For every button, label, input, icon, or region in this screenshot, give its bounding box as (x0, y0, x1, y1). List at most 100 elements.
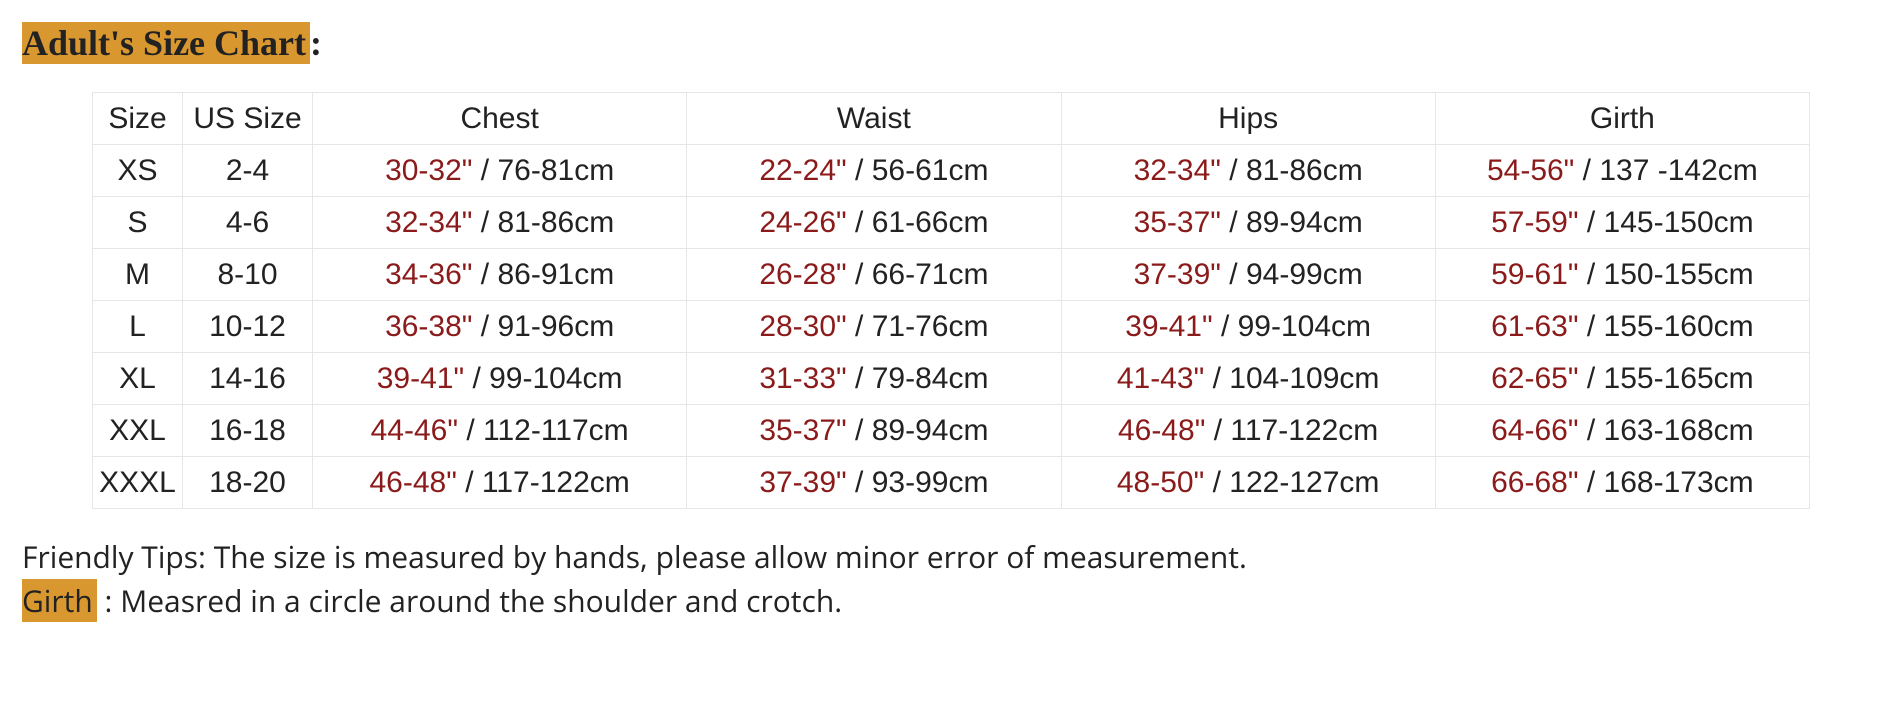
girth-definition: : Measred in a circle around the shoulde… (97, 580, 842, 621)
cell-hips-inches: 39-41" (1125, 310, 1212, 343)
cell-ussize: 10-12 (183, 301, 313, 353)
table-row: S4-632-34" / 81-86cm24-26" / 61-66cm35-3… (93, 197, 1810, 249)
cell-hips-cm: 94-99cm (1246, 258, 1363, 291)
cell-waist-inches: 26-28" (759, 258, 846, 291)
cell-girth: 64-66" / 163-168cm (1435, 405, 1809, 457)
cell-hips-cm: 122-127cm (1229, 466, 1379, 499)
cell-hips: 37-39" / 94-99cm (1061, 249, 1435, 301)
cell-size: XS (93, 145, 183, 197)
separator: / (1221, 206, 1246, 239)
cell-girth: 66-68" / 168-173cm (1435, 457, 1809, 509)
cell-girth-cm: 145-150cm (1604, 206, 1754, 239)
cell-hips: 41-43" / 104-109cm (1061, 353, 1435, 405)
cell-girth-cm: 150-155cm (1604, 258, 1754, 291)
table-row: XL14-1639-41" / 99-104cm31-33" / 79-84cm… (93, 353, 1810, 405)
cell-girth: 62-65" / 155-165cm (1435, 353, 1809, 405)
cell-ussize: 2-4 (183, 145, 313, 197)
cell-girth: 54-56" / 137 -142cm (1435, 145, 1809, 197)
cell-chest-inches: 30-32" (385, 154, 472, 187)
cell-size: S (93, 197, 183, 249)
cell-chest-cm: 86-91cm (497, 258, 614, 291)
cell-girth-inches: 54-56" (1487, 154, 1574, 187)
cell-hips-cm: 89-94cm (1246, 206, 1363, 239)
cell-chest-inches: 44-46" (371, 414, 458, 447)
cell-waist-cm: 56-61cm (872, 154, 989, 187)
cell-girth: 61-63" / 155-160cm (1435, 301, 1809, 353)
separator: / (472, 258, 497, 291)
separator: / (458, 414, 483, 447)
separator: / (457, 466, 482, 499)
size-chart-table: Size US Size Chest Waist Hips Girth XS2-… (92, 92, 1810, 509)
separator: / (472, 154, 497, 187)
title-suffix: : (310, 22, 322, 64)
cell-girth-cm: 155-165cm (1604, 362, 1754, 395)
col-waist: Waist (687, 93, 1061, 145)
cell-girth-cm: 155-160cm (1604, 310, 1754, 343)
cell-waist: 26-28" / 66-71cm (687, 249, 1061, 301)
cell-girth-cm: 163-168cm (1604, 414, 1754, 447)
separator: / (847, 258, 872, 291)
cell-chest: 30-32" / 76-81cm (313, 145, 687, 197)
separator: / (847, 310, 872, 343)
cell-chest-inches: 39-41" (377, 362, 464, 395)
cell-hips-inches: 32-34" (1134, 154, 1221, 187)
cell-hips-inches: 37-39" (1134, 258, 1221, 291)
cell-waist: 37-39" / 93-99cm (687, 457, 1061, 509)
separator: / (472, 206, 497, 239)
cell-ussize: 18-20 (183, 457, 313, 509)
table-row: L10-1236-38" / 91-96cm28-30" / 71-76cm39… (93, 301, 1810, 353)
cell-ussize: 8-10 (183, 249, 313, 301)
table-row: XXL16-1844-46" / 112-117cm35-37" / 89-94… (93, 405, 1810, 457)
cell-chest-cm: 91-96cm (497, 310, 614, 343)
cell-hips: 48-50" / 122-127cm (1061, 457, 1435, 509)
cell-girth-cm: 168-173cm (1604, 466, 1754, 499)
col-girth: Girth (1435, 93, 1809, 145)
separator: / (1205, 414, 1230, 447)
table-row: XS2-430-32" / 76-81cm22-24" / 56-61cm32-… (93, 145, 1810, 197)
cell-waist-inches: 31-33" (759, 362, 846, 395)
cell-size: XL (93, 353, 183, 405)
col-size: Size (93, 93, 183, 145)
cell-waist-cm: 89-94cm (872, 414, 989, 447)
cell-hips-inches: 35-37" (1134, 206, 1221, 239)
col-hips: Hips (1061, 93, 1435, 145)
cell-waist: 28-30" / 71-76cm (687, 301, 1061, 353)
cell-girth-inches: 66-68" (1491, 466, 1578, 499)
cell-hips: 39-41" / 99-104cm (1061, 301, 1435, 353)
table-header-row: Size US Size Chest Waist Hips Girth (93, 93, 1810, 145)
cell-chest: 36-38" / 91-96cm (313, 301, 687, 353)
cell-hips-inches: 41-43" (1117, 362, 1204, 395)
cell-girth: 57-59" / 145-150cm (1435, 197, 1809, 249)
cell-hips: 32-34" / 81-86cm (1061, 145, 1435, 197)
separator: / (847, 466, 872, 499)
separator: / (847, 414, 872, 447)
cell-chest-cm: 76-81cm (497, 154, 614, 187)
girth-highlighted: Girth (22, 579, 97, 623)
cell-girth-inches: 61-63" (1491, 310, 1578, 343)
cell-size: L (93, 301, 183, 353)
separator: / (1579, 466, 1604, 499)
separator: / (1204, 362, 1229, 395)
cell-waist-inches: 35-37" (759, 414, 846, 447)
cell-ussize: 14-16 (183, 353, 313, 405)
separator: / (472, 310, 497, 343)
separator: / (1579, 414, 1604, 447)
cell-chest-cm: 117-122cm (482, 466, 630, 499)
cell-chest: 34-36" / 86-91cm (313, 249, 687, 301)
cell-girth-inches: 64-66" (1491, 414, 1578, 447)
page-title: Adult's Size Chart: (22, 22, 1880, 64)
cell-size: XXL (93, 405, 183, 457)
cell-hips-inches: 48-50" (1117, 466, 1204, 499)
col-chest: Chest (313, 93, 687, 145)
cell-hips: 46-48" / 117-122cm (1061, 405, 1435, 457)
cell-chest-inches: 36-38" (385, 310, 472, 343)
tips-block: Friendly Tips: The size is measured by h… (22, 535, 1880, 622)
tips-line2: Girth : Measred in a circle around the s… (22, 579, 1880, 623)
col-ussize: US Size (183, 93, 313, 145)
cell-waist-inches: 28-30" (759, 310, 846, 343)
cell-chest: 39-41" / 99-104cm (313, 353, 687, 405)
cell-waist: 31-33" / 79-84cm (687, 353, 1061, 405)
cell-hips-cm: 99-104cm (1238, 310, 1371, 343)
separator: / (1221, 154, 1246, 187)
cell-hips-cm: 117-122cm (1230, 414, 1378, 447)
